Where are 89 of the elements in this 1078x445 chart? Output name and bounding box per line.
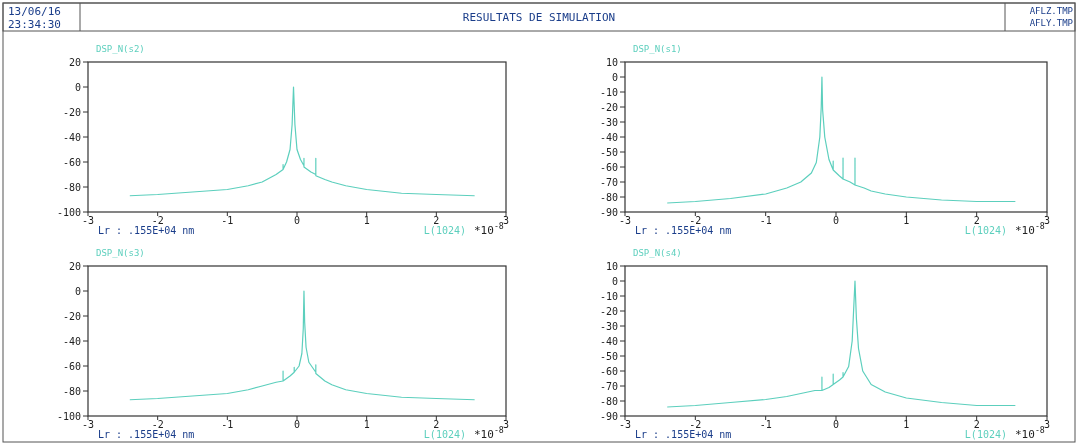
text: RESULTATS DE SIMULATION [462, 11, 616, 24]
line-series [129, 86, 476, 197]
text: 23:34:30 [8, 18, 61, 31]
y-tick-label: 20 [68, 56, 81, 68]
text: L(1024) [964, 429, 1007, 440]
y-tick-label: -50 [599, 146, 618, 158]
y-tick-label: 0 [611, 71, 618, 83]
y-tick-label: -80 [599, 191, 618, 203]
text: Lr : .155E+04 nm [635, 225, 732, 236]
x-tick-label: 1 [363, 419, 370, 430]
chart-title: DSP_N(s4) [633, 248, 682, 258]
line-series [666, 280, 1016, 408]
x-tick-label: -2 [151, 419, 164, 430]
chart-title: DSP_N(s2) [96, 44, 145, 54]
y-tick-label: -40 [599, 335, 618, 347]
text: L(1024) [423, 225, 466, 236]
text: *10$^{-8}$ [474, 425, 504, 441]
x-tick-label: 1 [903, 419, 910, 430]
text: Lr : .155E+04 nm [98, 429, 195, 440]
y-tick-label: 0 [611, 275, 618, 287]
y-tick-label: -100 [56, 410, 81, 422]
x-tick-label: 3 [1043, 215, 1051, 226]
text: Lr : .155E+04 nm [635, 429, 732, 440]
y-tick-label: -60 [599, 365, 618, 377]
x-tick-label: -2 [689, 419, 702, 430]
y-tick-label: -20 [62, 106, 81, 118]
x-tick-label: 1 [903, 215, 910, 226]
text: L(1024) [423, 429, 466, 440]
y-tick-label: 0 [74, 285, 81, 297]
text: AFLZ.TMP [1029, 6, 1074, 16]
y-tick-label: -90 [599, 206, 618, 218]
y-tick-label: -60 [599, 161, 618, 173]
x-tick-label: 2 [973, 215, 980, 226]
text: Lr : .155E+04 nm [98, 225, 195, 236]
y-tick-label: -80 [62, 181, 81, 193]
x-tick-label: 0 [832, 215, 840, 226]
y-tick-label: -20 [599, 305, 618, 317]
x-tick-label: -1 [221, 419, 234, 430]
y-tick-label: -90 [599, 410, 618, 422]
y-tick-label: 10 [605, 260, 618, 272]
x-tick-label: -2 [151, 215, 164, 226]
x-tick-label: -2 [689, 215, 702, 226]
x-tick-label: 2 [433, 215, 440, 226]
chart-title: DSP_N(s3) [96, 248, 145, 258]
text: *10$^{-8}$ [1015, 425, 1045, 441]
text: 13/06/16 [8, 5, 61, 18]
y-tick-label: -100 [56, 206, 81, 218]
y-tick-label: -60 [62, 156, 81, 168]
line-series [666, 76, 1016, 204]
chart-title: DSP_N(s1) [633, 44, 682, 54]
y-tick-label: -80 [599, 395, 618, 407]
x-tick-label: 3 [1043, 419, 1051, 430]
y-tick-label: 0 [74, 81, 81, 93]
y-tick-label: -70 [599, 176, 618, 188]
y-tick-label: -40 [599, 131, 618, 143]
x-tick-label: -3 [81, 419, 95, 430]
x-tick-label: 3 [502, 419, 510, 430]
x-tick-label: -3 [618, 419, 632, 430]
text: *10$^{-8}$ [474, 221, 504, 237]
y-tick-label: -10 [599, 290, 618, 302]
y-tick-label: 20 [68, 260, 81, 272]
x-tick-label: 3 [502, 215, 510, 226]
x-tick-label: 0 [293, 215, 301, 226]
x-tick-label: 2 [973, 419, 980, 430]
y-tick-label: -20 [599, 101, 618, 113]
x-tick-label: -1 [759, 215, 772, 226]
y-tick-label: -40 [62, 131, 81, 143]
x-tick-label: -3 [81, 215, 95, 226]
x-tick-label: 0 [293, 419, 301, 430]
x-tick-label: 2 [433, 419, 440, 430]
y-tick-label: -50 [599, 350, 618, 362]
y-tick-label: -30 [599, 116, 618, 128]
y-tick-label: -40 [62, 335, 81, 347]
text: AFLY.TMP [1029, 18, 1074, 28]
x-tick-label: 1 [363, 215, 370, 226]
y-tick-label: -60 [62, 360, 81, 372]
line-series [129, 290, 476, 401]
y-tick-label: -30 [599, 320, 618, 332]
x-tick-label: -1 [221, 215, 234, 226]
y-tick-label: -70 [599, 380, 618, 392]
y-tick-label: -10 [599, 86, 618, 98]
x-tick-label: -3 [618, 215, 632, 226]
y-tick-label: 10 [605, 56, 618, 68]
text: *10$^{-8}$ [1015, 221, 1045, 237]
y-tick-label: -20 [62, 310, 81, 322]
x-tick-label: 0 [832, 419, 840, 430]
text: L(1024) [964, 225, 1007, 236]
x-tick-label: -1 [759, 419, 772, 430]
y-tick-label: -80 [62, 385, 81, 397]
